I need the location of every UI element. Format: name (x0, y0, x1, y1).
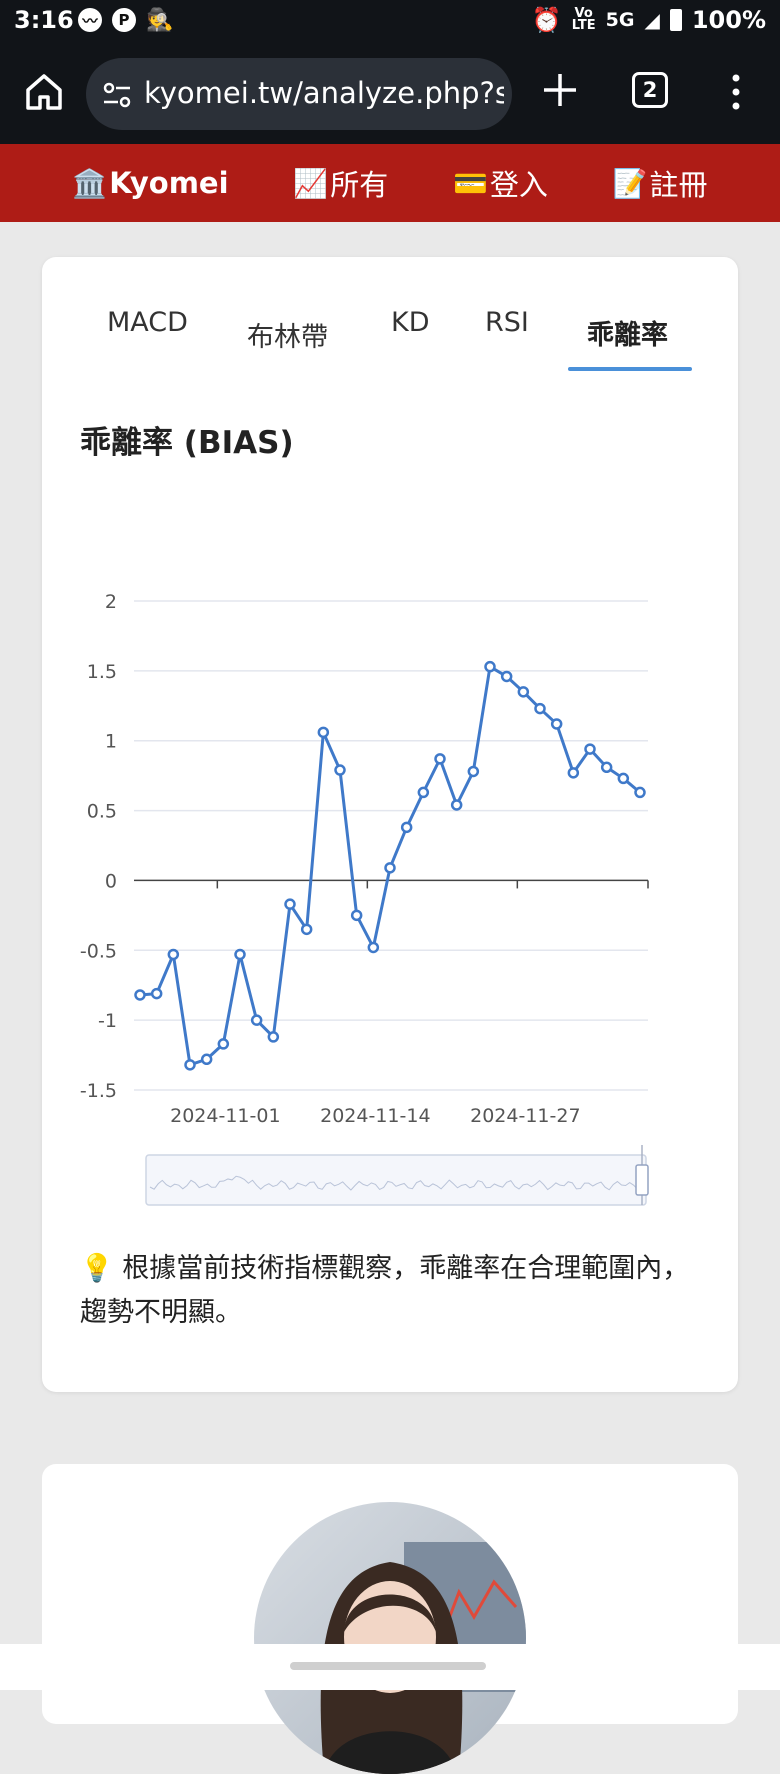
data-point (217, 1038, 230, 1050)
x-tick-label: 2024-11-27 (470, 1105, 580, 1127)
data-point (334, 764, 346, 776)
data-point (367, 941, 380, 954)
gesture-handle[interactable] (290, 1662, 486, 1670)
status-time: 3:16 (14, 6, 74, 34)
avatar-illustration (320, 1542, 526, 1774)
insight-message: 根據當前技術指標觀察，乖離率在合理範圍內，趨勢不明顯。 (80, 1253, 690, 1328)
brand-label: Kyomei (109, 166, 229, 200)
data-point (417, 786, 430, 799)
tab-switcher-button[interactable]: 2 (632, 72, 668, 108)
status-right: ⏰ Vo LTE 5G ◢ 100% (532, 6, 766, 34)
data-point (400, 821, 413, 834)
p-icon: P (112, 8, 136, 32)
y-tick-label: 2 (105, 591, 117, 613)
site-settings-icon[interactable] (100, 78, 134, 112)
signal-icon: ◢ (644, 8, 660, 32)
data-point (467, 765, 480, 778)
bias-chart: -1.5 -1 -0.5 0 0.5 1 1.5 2 2024-11-01 2024-11-14 2… (80, 591, 649, 1206)
messenger-icon: 〰 (78, 8, 102, 32)
y-tick-label: -0.5 (80, 940, 117, 962)
section-title: 乖離率 (BIAS) (80, 425, 294, 461)
data-point (634, 786, 646, 799)
zoom-slider-handle[interactable] (635, 1164, 649, 1196)
data-point (450, 799, 463, 811)
insight-text: 💡 根據當前技術指標觀察，乖離率在合理範圍內，趨勢不明顯。 (80, 1247, 710, 1335)
nav-item-login[interactable]: 💳 登入 (453, 162, 548, 204)
network-label: 5G (605, 9, 635, 31)
notification-icons: 〰 P 🕵 (78, 8, 173, 33)
data-point (484, 660, 496, 673)
tab-macd[interactable]: MACD (107, 307, 188, 338)
x-tick-label: 2024-11-01 (170, 1105, 280, 1127)
data-point (567, 767, 580, 779)
nav-item-label: 註冊 (649, 168, 708, 202)
data-point (234, 948, 246, 961)
data-point (534, 702, 546, 715)
tab-bollinger[interactable]: 布林帶 (247, 322, 328, 353)
nav-item-all[interactable]: 📈 所有 (293, 162, 388, 204)
bank-icon: 🏛️ (72, 166, 108, 200)
data-point (617, 772, 630, 785)
nav-item-label: 登入 (489, 168, 548, 202)
indicator-tabs: MACD 布林帶 KD RSI 乖離率 (42, 297, 738, 373)
data-point (167, 948, 180, 961)
volte-tag: Vo LTE (571, 6, 596, 33)
data-point (184, 1059, 196, 1071)
gesture-navigation-area (0, 1644, 780, 1690)
new-tab-icon[interactable] (540, 70, 580, 110)
nav-item-register[interactable]: 📝 註冊 (613, 162, 708, 204)
x-tick-label: 2024-11-14 (320, 1105, 430, 1127)
data-point (200, 1053, 213, 1066)
y-tick-label: -1 (98, 1010, 117, 1032)
y-tick-label: 1 (105, 731, 117, 753)
data-point (584, 743, 596, 755)
battery-percent: 100% (691, 6, 766, 34)
data-point (517, 686, 530, 698)
y-tick-label: 0.5 (87, 801, 117, 823)
tab-rsi[interactable]: RSI (485, 307, 529, 338)
nav-item-label: 所有 (330, 168, 389, 202)
zoom-slider-preview (149, 1175, 643, 1191)
y-tick-label: 0 (105, 870, 117, 892)
active-tab-indicator (568, 367, 692, 371)
data-point (300, 923, 313, 936)
data-point (267, 1031, 280, 1043)
indicator-card: MACD 布林帶 KD RSI 乖離率 乖離率 (BIAS) -1.5 -1 -0.… (42, 257, 738, 1392)
tab-kd[interactable]: KD (391, 307, 430, 338)
data-point (434, 753, 446, 765)
data-point (134, 989, 146, 1001)
url-text: kyomei.tw/analyze.php?stock (144, 76, 504, 110)
y-tick-label: -1.5 (80, 1080, 117, 1102)
data-point (600, 761, 613, 774)
battery-icon (669, 9, 682, 31)
incognito-icon: 🕵 (146, 8, 174, 33)
alarm-icon: ⏰ (531, 6, 562, 34)
data-point (250, 1014, 263, 1026)
y-tick-label: 1.5 (87, 661, 117, 683)
data-point (317, 726, 330, 739)
data-point (384, 862, 396, 874)
avatar (254, 1502, 526, 1774)
brand-link[interactable]: 🏛️ Kyomei (72, 166, 228, 200)
data-point (150, 987, 163, 1000)
status-bar: 3:16 〰 P 🕵 ⏰ Vo LTE 5G ◢ 100% (0, 0, 780, 42)
more-options-icon[interactable] (728, 70, 744, 114)
address-bar[interactable]: kyomei.tw/analyze.php?stock (86, 58, 512, 130)
data-point (550, 718, 563, 730)
data-point (350, 909, 363, 922)
credit-card-icon: 💳 (453, 166, 488, 200)
tab-bias[interactable]: 乖離率 (587, 320, 668, 351)
zoom-slider-track (145, 1154, 647, 1206)
memo-icon: 📝 (612, 166, 648, 200)
chart-icon: 📈 (293, 166, 329, 200)
site-navigation: 🏛️ Kyomei 📈 所有 💳 登入 📝 註冊 (0, 144, 780, 222)
data-point (284, 898, 296, 910)
browser-toolbar: kyomei.tw/analyze.php?stock 2 (0, 42, 780, 144)
home-icon[interactable] (22, 70, 66, 114)
lightbulb-icon: 💡 (80, 1253, 114, 1284)
data-point (500, 670, 513, 683)
